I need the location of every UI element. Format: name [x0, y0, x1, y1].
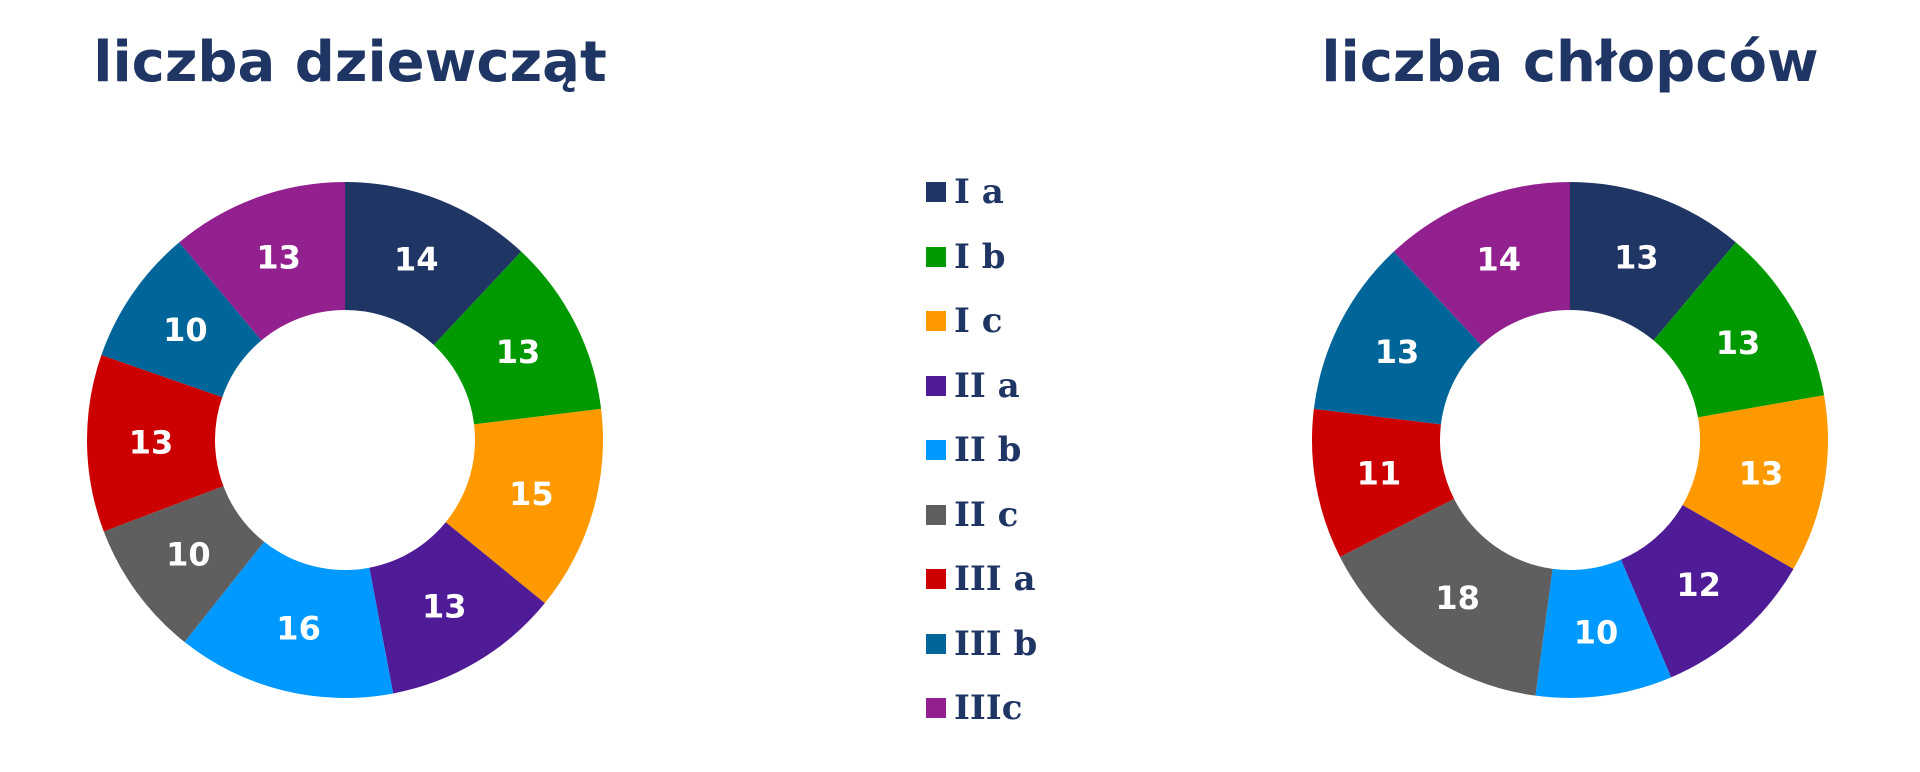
legend-swatch	[926, 698, 946, 719]
boys-slice-label: 13	[1739, 455, 1784, 493]
girls-slice	[103, 486, 265, 643]
girls-slice-label: 13	[422, 588, 467, 626]
boys-slice	[1393, 182, 1570, 346]
girls-slice-label: 14	[394, 241, 439, 279]
legend-item: II c	[926, 483, 1037, 548]
girls-chart-title: liczba dziewcząt	[93, 30, 607, 95]
boys-slice	[1339, 498, 1553, 696]
boys-slice	[1535, 559, 1672, 698]
girls-donut-chart: 14 13 15 13 16 10 13 10 13	[87, 182, 603, 698]
legend-label: III a	[954, 559, 1036, 600]
legend-swatch	[926, 633, 946, 654]
girls-slice-label: 15	[509, 475, 554, 513]
boys-slice	[1570, 182, 1736, 341]
legend-swatch	[926, 246, 946, 267]
boys-slice-label: 10	[1574, 613, 1619, 651]
girls-slice-label: 10	[163, 311, 208, 349]
legend-label: II b	[954, 430, 1022, 471]
legend-item: III a	[926, 547, 1037, 612]
legend-label: II a	[954, 365, 1020, 406]
boys-slice-label: 13	[1716, 324, 1761, 362]
legend-item: II b	[926, 418, 1037, 483]
legend-label: III b	[954, 623, 1038, 664]
legend-label: I a	[954, 172, 1004, 213]
boys-chart-title: liczba chłopców	[1321, 30, 1819, 95]
legend-item: IIIc	[926, 676, 1037, 741]
boys-slice-label: 13	[1614, 239, 1659, 277]
boys-slice-label: 13	[1375, 333, 1420, 371]
girls-slice-label: 10	[166, 535, 211, 573]
legend-item: I a	[926, 160, 1037, 225]
legend-swatch	[926, 311, 946, 332]
girls-slice	[179, 182, 345, 341]
legend-swatch	[926, 569, 946, 590]
boys-slice	[1682, 395, 1828, 569]
legend-swatch	[926, 504, 946, 525]
boys-slice	[1620, 505, 1794, 678]
legend-swatch	[926, 182, 946, 203]
legend-label: IIIc	[954, 688, 1023, 729]
legend-swatch	[926, 440, 946, 461]
boys-donut-chart: 13 13 13 12 10 18 11 13 14	[1312, 182, 1828, 698]
boys-slice	[1312, 408, 1455, 557]
girls-slice-label: 13	[256, 239, 301, 277]
legend-label: I b	[954, 236, 1006, 277]
legend-item: III b	[926, 612, 1037, 677]
boys-slice-label: 12	[1676, 566, 1721, 604]
boys-slice	[1653, 242, 1825, 418]
boys-slice-label: 14	[1477, 241, 1522, 279]
girls-slice	[101, 242, 262, 398]
legend-item: I b	[926, 225, 1037, 290]
legend-label: II c	[954, 494, 1019, 535]
girls-slice-label: 13	[129, 424, 174, 462]
legend-item: I c	[926, 289, 1037, 354]
boys-slice-label: 11	[1357, 455, 1402, 493]
girls-slice-label: 13	[496, 333, 541, 371]
girls-slice	[87, 355, 224, 532]
girls-slice	[369, 522, 545, 694]
legend-item: II a	[926, 354, 1037, 419]
boys-slice-label: 18	[1435, 579, 1480, 617]
girls-slice-label: 16	[276, 609, 321, 647]
legend: I a I b I c II a II b II c III a III b IIIc	[926, 160, 1037, 741]
girls-slice	[433, 251, 602, 425]
girls-slice	[184, 541, 394, 698]
legend-label: I c	[954, 301, 1003, 342]
boys-slice	[1313, 251, 1482, 425]
legend-swatch	[926, 375, 946, 396]
girls-slice	[345, 182, 522, 346]
girls-slice	[445, 408, 603, 604]
